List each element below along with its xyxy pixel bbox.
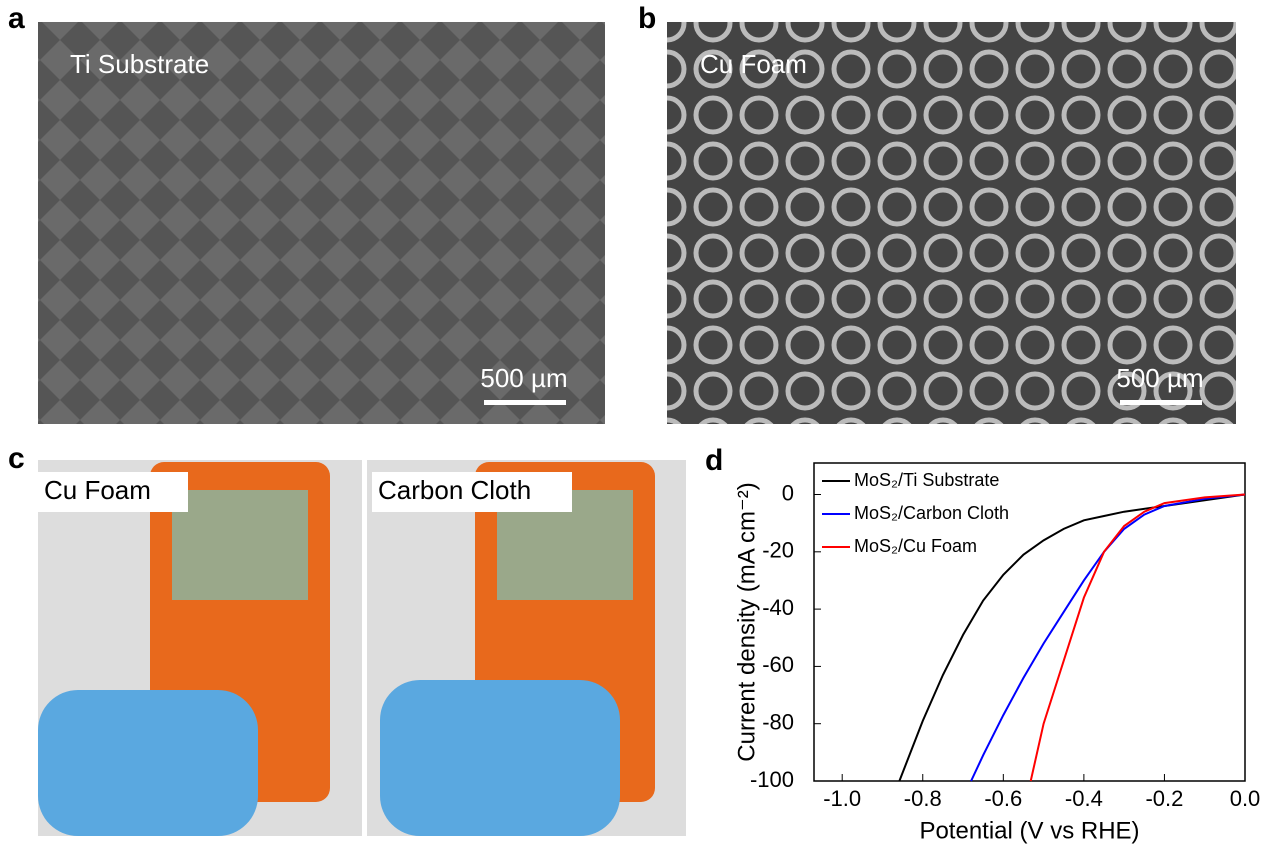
caption: Carbon Cloth [378,475,531,505]
line [1031,495,1245,781]
display [172,490,308,600]
scale-label: 500 µm [480,363,567,393]
line [971,495,1245,781]
chart: -1.0 -0.8 -0.6 -0.4 -0.2 0.0 -100 -80 -60 -40 -20 0… [733,463,1260,844]
panel-label: c [8,442,25,475]
panel-label: a [8,2,25,35]
y-tick-label: -80 [762,710,794,735]
glove [38,690,258,836]
x-tick-label: -0.8 [904,786,942,811]
legend-label: MoS₂/Cu Foam [854,536,977,556]
caption: Ti Substrate [70,49,209,79]
caption: Cu Foam [700,49,807,79]
x-tick-label: -0.2 [1145,786,1183,811]
x-axis-label: Potential (V vs RHE) [919,817,1139,844]
scale-label: 500 µm [1116,363,1203,393]
scale-bar [1120,400,1202,405]
y-tick-label: -100 [750,767,794,792]
x-tick-label: -0.6 [984,786,1022,811]
glove [380,680,620,836]
y-axis-label: Current density (mA cm⁻²) [733,482,760,761]
x-tick-label: -0.4 [1065,786,1103,811]
legend-label: MoS₂/Ti Substrate [854,470,999,490]
x-tick-label: -1.0 [823,786,861,811]
y-tick-label: -60 [762,652,794,677]
scale-bar [484,400,566,405]
y-tick-label: 0 [782,480,794,505]
panel-label: d [705,444,723,477]
x-tick-label: 0.0 [1230,786,1261,811]
caption: Cu Foam [44,475,151,505]
legend-label: MoS₂/Carbon Cloth [854,503,1009,523]
y-tick-label: -40 [762,595,794,620]
y-tick-label: -20 [762,538,794,563]
figure: a Ti Substrate 500 µm b Cu Foam 500 µm c… [0,0,1269,852]
panel-label: b [638,2,656,35]
